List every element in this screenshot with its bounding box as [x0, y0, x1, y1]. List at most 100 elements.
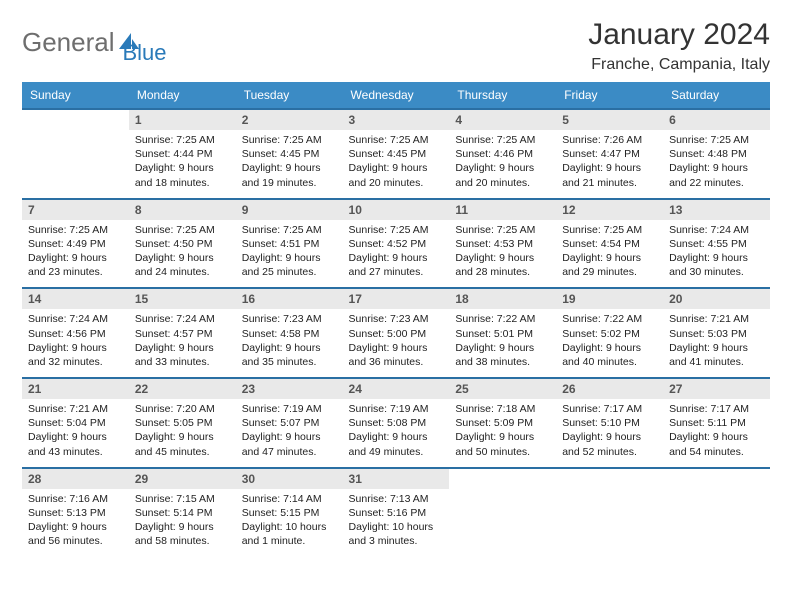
daynum-cell: 17 [343, 288, 450, 309]
day-info: Sunrise: 7:25 AMSunset: 4:44 PMDaylight:… [129, 130, 236, 198]
info-cell: Sunrise: 7:25 AMSunset: 4:48 PMDaylight:… [663, 130, 770, 199]
daynum-cell: 10 [343, 199, 450, 220]
day-info: Sunrise: 7:24 AMSunset: 4:55 PMDaylight:… [663, 220, 770, 288]
day-info: Sunrise: 7:21 AMSunset: 5:04 PMDaylight:… [22, 399, 129, 467]
day-number: 24 [343, 379, 450, 399]
calendar-table: SundayMondayTuesdayWednesdayThursdayFrid… [22, 82, 770, 556]
daynum-cell: 21 [22, 378, 129, 399]
daynum-cell: 25 [449, 378, 556, 399]
daynum-cell [22, 109, 129, 130]
day-number: 23 [236, 379, 343, 399]
info-cell: Sunrise: 7:24 AMSunset: 4:55 PMDaylight:… [663, 220, 770, 289]
info-cell [22, 130, 129, 199]
day-info: Sunrise: 7:23 AMSunset: 5:00 PMDaylight:… [343, 309, 450, 377]
day-number: 13 [663, 200, 770, 220]
week-0-daynums: 123456 [22, 109, 770, 130]
day-number: 29 [129, 469, 236, 489]
day-info: Sunrise: 7:24 AMSunset: 4:56 PMDaylight:… [22, 309, 129, 377]
day-number: 2 [236, 110, 343, 130]
info-cell: Sunrise: 7:13 AMSunset: 5:16 PMDaylight:… [343, 489, 450, 557]
info-cell: Sunrise: 7:23 AMSunset: 5:00 PMDaylight:… [343, 309, 450, 378]
daynum-cell: 4 [449, 109, 556, 130]
day-number: 14 [22, 289, 129, 309]
daynum-cell: 1 [129, 109, 236, 130]
week-0-info: Sunrise: 7:25 AMSunset: 4:44 PMDaylight:… [22, 130, 770, 199]
day-info: Sunrise: 7:21 AMSunset: 5:03 PMDaylight:… [663, 309, 770, 377]
info-cell: Sunrise: 7:23 AMSunset: 4:58 PMDaylight:… [236, 309, 343, 378]
day-info: Sunrise: 7:25 AMSunset: 4:48 PMDaylight:… [663, 130, 770, 198]
day-number: 6 [663, 110, 770, 130]
day-number: 30 [236, 469, 343, 489]
day-info: Sunrise: 7:18 AMSunset: 5:09 PMDaylight:… [449, 399, 556, 467]
day-info: Sunrise: 7:25 AMSunset: 4:45 PMDaylight:… [236, 130, 343, 198]
day-number: 25 [449, 379, 556, 399]
day-info: Sunrise: 7:25 AMSunset: 4:54 PMDaylight:… [556, 220, 663, 288]
info-cell: Sunrise: 7:21 AMSunset: 5:04 PMDaylight:… [22, 399, 129, 468]
info-cell: Sunrise: 7:14 AMSunset: 5:15 PMDaylight:… [236, 489, 343, 557]
day-number: 8 [129, 200, 236, 220]
day-number: 20 [663, 289, 770, 309]
daynum-cell: 6 [663, 109, 770, 130]
daynum-cell: 8 [129, 199, 236, 220]
daynum-cell: 27 [663, 378, 770, 399]
daynum-cell: 30 [236, 468, 343, 489]
logo: General Blue [22, 18, 167, 66]
week-4-daynums: 28293031 [22, 468, 770, 489]
daynum-cell [556, 468, 663, 489]
day-number: 7 [22, 200, 129, 220]
week-3-daynums: 21222324252627 [22, 378, 770, 399]
info-cell: Sunrise: 7:20 AMSunset: 5:05 PMDaylight:… [129, 399, 236, 468]
day-number: 16 [236, 289, 343, 309]
info-cell: Sunrise: 7:25 AMSunset: 4:53 PMDaylight:… [449, 220, 556, 289]
info-cell: Sunrise: 7:25 AMSunset: 4:50 PMDaylight:… [129, 220, 236, 289]
weekday-saturday: Saturday [663, 82, 770, 109]
daynum-cell: 14 [22, 288, 129, 309]
week-1-info: Sunrise: 7:25 AMSunset: 4:49 PMDaylight:… [22, 220, 770, 289]
daynum-cell: 22 [129, 378, 236, 399]
daynum-cell: 31 [343, 468, 450, 489]
week-2-info: Sunrise: 7:24 AMSunset: 4:56 PMDaylight:… [22, 309, 770, 378]
day-number: 12 [556, 200, 663, 220]
day-info: Sunrise: 7:25 AMSunset: 4:45 PMDaylight:… [343, 130, 450, 198]
day-number: 15 [129, 289, 236, 309]
day-number: 26 [556, 379, 663, 399]
info-cell: Sunrise: 7:17 AMSunset: 5:10 PMDaylight:… [556, 399, 663, 468]
info-cell: Sunrise: 7:25 AMSunset: 4:51 PMDaylight:… [236, 220, 343, 289]
location: Franche, Campania, Italy [588, 56, 770, 74]
daynum-cell: 18 [449, 288, 556, 309]
title-block: January 2024 Franche, Campania, Italy [588, 18, 770, 74]
info-cell: Sunrise: 7:22 AMSunset: 5:01 PMDaylight:… [449, 309, 556, 378]
weekday-header-row: SundayMondayTuesdayWednesdayThursdayFrid… [22, 82, 770, 109]
info-cell: Sunrise: 7:26 AMSunset: 4:47 PMDaylight:… [556, 130, 663, 199]
daynum-cell: 2 [236, 109, 343, 130]
day-number: 10 [343, 200, 450, 220]
weekday-wednesday: Wednesday [343, 82, 450, 109]
header: General Blue January 2024 Franche, Campa… [22, 18, 770, 74]
weekday-tuesday: Tuesday [236, 82, 343, 109]
day-info: Sunrise: 7:19 AMSunset: 5:07 PMDaylight:… [236, 399, 343, 467]
day-info: Sunrise: 7:16 AMSunset: 5:13 PMDaylight:… [22, 489, 129, 557]
day-number: 9 [236, 200, 343, 220]
day-number: 3 [343, 110, 450, 130]
day-number: 11 [449, 200, 556, 220]
day-info: Sunrise: 7:19 AMSunset: 5:08 PMDaylight:… [343, 399, 450, 467]
daynum-cell: 11 [449, 199, 556, 220]
info-cell: Sunrise: 7:16 AMSunset: 5:13 PMDaylight:… [22, 489, 129, 557]
day-number: 4 [449, 110, 556, 130]
week-1-daynums: 78910111213 [22, 199, 770, 220]
daynum-cell: 26 [556, 378, 663, 399]
day-info: Sunrise: 7:22 AMSunset: 5:01 PMDaylight:… [449, 309, 556, 377]
info-cell: Sunrise: 7:21 AMSunset: 5:03 PMDaylight:… [663, 309, 770, 378]
day-info: Sunrise: 7:14 AMSunset: 5:15 PMDaylight:… [236, 489, 343, 557]
daynum-cell: 19 [556, 288, 663, 309]
info-cell: Sunrise: 7:24 AMSunset: 4:56 PMDaylight:… [22, 309, 129, 378]
info-cell: Sunrise: 7:15 AMSunset: 5:14 PMDaylight:… [129, 489, 236, 557]
day-info: Sunrise: 7:25 AMSunset: 4:50 PMDaylight:… [129, 220, 236, 288]
info-cell: Sunrise: 7:17 AMSunset: 5:11 PMDaylight:… [663, 399, 770, 468]
weekday-thursday: Thursday [449, 82, 556, 109]
logo-text-1: General [22, 27, 115, 58]
day-number: 5 [556, 110, 663, 130]
day-info: Sunrise: 7:26 AMSunset: 4:47 PMDaylight:… [556, 130, 663, 198]
day-info: Sunrise: 7:17 AMSunset: 5:11 PMDaylight:… [663, 399, 770, 467]
info-cell: Sunrise: 7:25 AMSunset: 4:44 PMDaylight:… [129, 130, 236, 199]
